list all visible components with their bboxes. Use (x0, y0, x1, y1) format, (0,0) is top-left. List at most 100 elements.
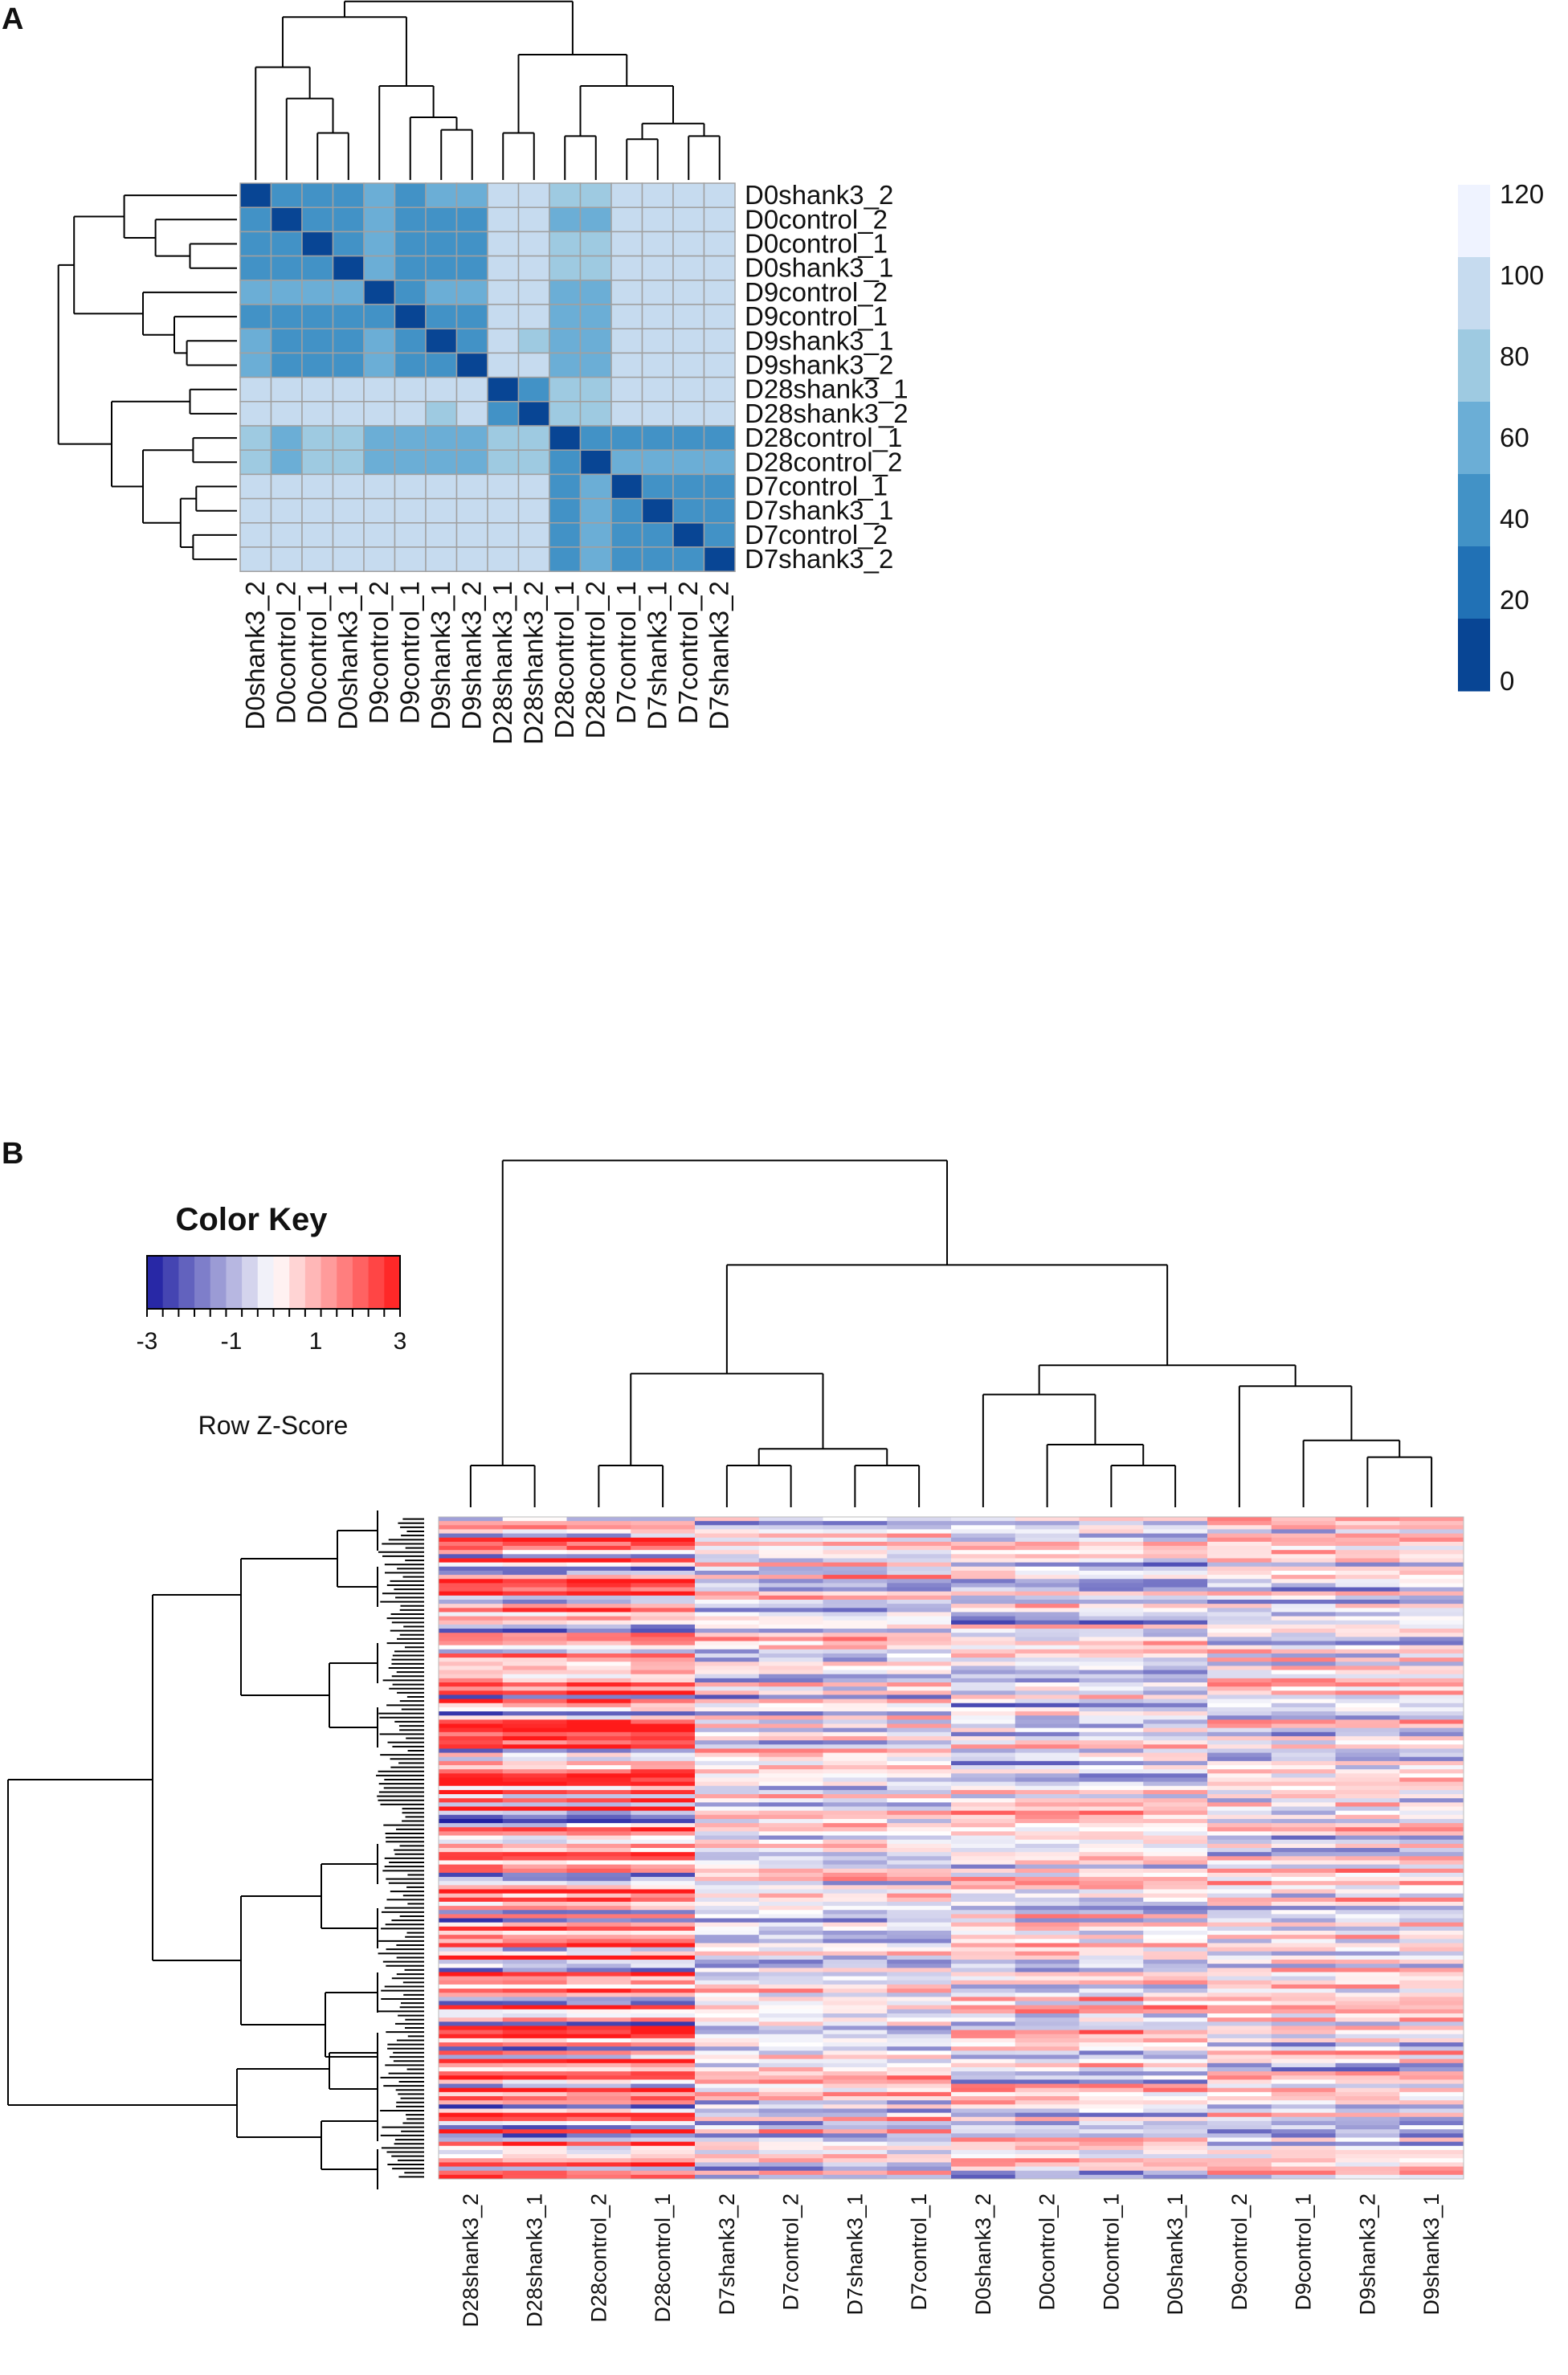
heatmap-cell (301, 449, 334, 476)
heatmap-cell (631, 1785, 696, 1791)
heatmap-cell (672, 328, 705, 354)
heatmap-cell (1143, 1814, 1208, 1820)
heatmap-cell (887, 1997, 952, 2001)
heatmap-cell (951, 2050, 1016, 2055)
heatmap-cell (239, 425, 272, 451)
heatmap-cell (823, 1612, 888, 1617)
heatmap-cell (1143, 2009, 1208, 2014)
heatmap-cell (823, 1558, 888, 1564)
heatmap-cell (270, 376, 303, 403)
heatmap-cell (566, 1848, 631, 1853)
heatmap-cell (887, 2120, 952, 2126)
heatmap-cell (1143, 1698, 1208, 1704)
heatmap-cell (1015, 2005, 1080, 2010)
heatmap-cell (1079, 1947, 1144, 1952)
heatmap-cell (758, 1740, 823, 1745)
heatmap-cell (1143, 1810, 1208, 1816)
heatmap-cell (823, 2125, 888, 2130)
heatmap-cell (758, 2009, 823, 2014)
heatmap-cell (887, 1620, 952, 1625)
heatmap-cell (1271, 1740, 1336, 1745)
heatmap-cell (1207, 1641, 1272, 1646)
panel-a-column-dendrogram (255, 0, 721, 180)
heatmap-cell (1015, 1735, 1080, 1741)
heatmap-cell (695, 1550, 760, 1555)
heatmap-cell (1271, 1893, 1336, 1899)
heatmap-cell (1399, 2042, 1464, 2047)
heatmap-cell (439, 1951, 504, 1956)
heatmap-cell (758, 1690, 823, 1695)
heatmap-cell (270, 425, 303, 451)
heatmap-cell (1015, 1877, 1080, 1882)
heatmap-cell (887, 1637, 952, 1641)
heatmap-cell (1015, 2104, 1080, 2109)
heatmap-cell (758, 1968, 823, 1972)
heatmap-cell (951, 2091, 1016, 2097)
heatmap-cell (579, 473, 612, 500)
heatmap-cell (1143, 1678, 1208, 1683)
heatmap-cell (887, 1794, 952, 1799)
heatmap-cell (1079, 1910, 1144, 1915)
heatmap-cell (823, 2054, 888, 2060)
heatmap-cell (502, 1989, 567, 1993)
heatmap-cell (1079, 1595, 1144, 1600)
heatmap-cell (887, 1703, 952, 1708)
heatmap-cell (610, 449, 643, 476)
heatmap-cell (1143, 1980, 1208, 1985)
col-label: D0shank3_1 (1163, 2193, 1187, 2316)
heatmap-cell (502, 2071, 567, 2076)
heatmap-cell (425, 231, 458, 257)
heatmap-cell (951, 1910, 1016, 1915)
heatmap-cell (1335, 1997, 1400, 2001)
heatmap-cell (1271, 1935, 1336, 1940)
heatmap-cell (566, 2125, 631, 2130)
heatmap-cell (1015, 1616, 1080, 1621)
heatmap-cell (1079, 2050, 1144, 2055)
heatmap-cell (823, 1641, 888, 1646)
heatmap-cell (502, 1868, 567, 1874)
heatmap-cell (1079, 1711, 1144, 1716)
heatmap-cell (1207, 1678, 1272, 1683)
heatmap-cell (631, 2116, 696, 2122)
heatmap-cell (887, 1802, 952, 1807)
heatmap-cell (1207, 1848, 1272, 1853)
heatmap-cell (439, 1939, 504, 1944)
heatmap-cell (1079, 1889, 1144, 1895)
heatmap-cell (631, 2141, 696, 2147)
heatmap-cell (439, 1972, 504, 1977)
heatmap-cell (502, 2042, 567, 2047)
heatmap-cell (439, 1806, 504, 1812)
heatmap-cell (1271, 1707, 1336, 1712)
heatmap-cell (1079, 1517, 1144, 1522)
heatmap-cell (566, 1972, 631, 1977)
heatmap-cell (951, 1897, 1016, 1903)
heatmap-cell (566, 1997, 631, 2001)
heatmap-cell (363, 449, 396, 476)
heatmap-cell (695, 1777, 760, 1782)
heatmap-cell (823, 1620, 888, 1625)
heatmap-cell (239, 304, 272, 329)
heatmap-cell (887, 1537, 952, 1543)
heatmap-cell (1143, 2005, 1208, 2010)
heatmap-cell (394, 231, 427, 257)
panel-b-col-labels: D28shank3_2 D28shank3_1 D28control_2 D28con… (459, 2193, 1443, 2328)
heatmap-cell (1079, 1935, 1144, 1940)
heatmap-cell (1015, 1682, 1080, 1687)
heatmap-cell (823, 1735, 888, 1741)
heatmap-cell (1335, 2054, 1400, 2060)
heatmap-cell (695, 1558, 760, 1564)
heatmap-cell (695, 1868, 760, 1874)
heatmap-cell (610, 425, 643, 451)
heatmap-cell (887, 2137, 952, 2143)
heatmap-cell (1207, 1827, 1272, 1832)
heatmap-cell (425, 182, 458, 208)
heatmap-cell (631, 1715, 696, 1720)
heatmap-cell (1079, 1653, 1144, 1658)
heatmap-cell (1271, 1848, 1336, 1853)
heatmap-cell (887, 1629, 952, 1633)
heatmap-cell (1079, 1839, 1144, 1845)
heatmap-cell (455, 328, 488, 354)
heatmap-cell (394, 255, 427, 281)
heatmap-cell (1271, 2154, 1336, 2159)
heatmap-cell (1335, 1616, 1400, 1621)
